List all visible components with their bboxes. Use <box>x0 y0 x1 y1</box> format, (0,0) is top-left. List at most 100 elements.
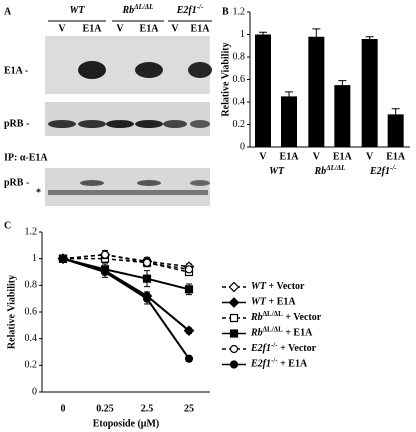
legend-label: RbΔL/ΔL + Vector <box>250 310 322 324</box>
text-part: + E1A <box>283 328 313 339</box>
text-part: WT <box>70 5 86 16</box>
band <box>48 190 208 195</box>
lane-label: V <box>116 23 124 34</box>
marker <box>184 354 194 363</box>
band <box>135 62 163 78</box>
band <box>190 180 210 186</box>
series-line <box>62 257 190 291</box>
text-part: E2f1 <box>176 5 197 16</box>
lane-label: E1A <box>191 23 211 34</box>
text-part: WT <box>251 297 267 308</box>
y-tick-label: 0.6 <box>233 74 246 85</box>
group-label: E2f1-/- <box>369 164 397 178</box>
text-part: ΔL/ΔL <box>263 310 283 318</box>
band <box>106 120 134 128</box>
row-label: E1A - <box>4 65 28 76</box>
panel-label: B <box>222 6 229 17</box>
marker <box>100 250 110 259</box>
series-line <box>62 257 190 332</box>
text-part: Rb <box>250 328 263 339</box>
group-label: WT <box>70 5 86 16</box>
group-label: E2f1-/- <box>176 3 204 17</box>
legend-label: WT + E1A <box>251 297 296 308</box>
legend-label: E2f1-/- + Vector <box>250 341 317 355</box>
x-tick-label: E1A <box>333 151 353 162</box>
panel-label: A <box>4 6 12 17</box>
blot-prb <box>45 102 210 136</box>
y-tick-label: 1 <box>240 29 245 40</box>
blot-e1a <box>45 36 210 94</box>
text-part: + E1A <box>266 297 296 308</box>
y-tick-label: 0 <box>32 386 37 397</box>
series-line <box>62 257 190 360</box>
blots <box>45 36 212 206</box>
series-line <box>63 257 190 273</box>
error-bar <box>365 36 374 42</box>
error-bar <box>338 80 347 91</box>
y-tick-label: 0.2 <box>25 360 38 371</box>
text-part: + Vector <box>283 312 322 323</box>
text-part: + Vector <box>266 281 305 292</box>
text-part: E2f1 <box>250 343 271 354</box>
text-part: ΔL/ΔL <box>133 3 153 11</box>
group-label: RbΔL/ΔL <box>314 164 346 178</box>
band <box>137 180 161 186</box>
text-part: -/- <box>271 341 278 349</box>
lane-label: V <box>171 23 179 34</box>
error-bar <box>391 108 400 121</box>
y-tick-label: 0.2 <box>233 119 246 130</box>
y-tick-label: 0.6 <box>25 306 38 317</box>
group-label: WT <box>269 166 285 177</box>
bar <box>361 39 378 147</box>
lane-label: E1A <box>83 23 103 34</box>
text-part: Rb <box>250 312 263 323</box>
band <box>78 120 106 128</box>
x-tick-label: E1A <box>280 151 300 162</box>
group-label: RbΔL/ΔL <box>122 3 154 17</box>
y-tick-label: 0 <box>240 141 245 152</box>
y-tick-label: 0.8 <box>233 51 246 62</box>
bar <box>387 114 404 147</box>
band <box>78 61 106 79</box>
marker <box>184 265 194 274</box>
y-tick-label: 0.8 <box>25 280 38 291</box>
y-axis-label: Relative Viability <box>6 275 17 349</box>
x-tick-label: 2.5 <box>141 403 154 414</box>
text-part: WT <box>251 281 267 292</box>
row-label: pRB - <box>4 177 29 188</box>
lane-label: E1A <box>140 23 160 34</box>
marker <box>142 274 152 283</box>
band <box>163 120 187 128</box>
text-part: WT <box>269 166 285 177</box>
text-part: + E1A <box>278 359 308 370</box>
bar <box>281 96 297 147</box>
row-label: pRB - <box>4 118 29 129</box>
band <box>80 180 104 186</box>
error-bar <box>259 31 267 38</box>
ip-label: IP: α-E1A <box>4 152 48 163</box>
text-part: -/- <box>197 3 204 11</box>
y-tick-label: 1 <box>32 253 37 264</box>
legend-marker <box>228 281 240 293</box>
legend-marker <box>229 360 239 369</box>
text-part: ΔL/ΔL <box>325 164 345 172</box>
band <box>190 120 210 128</box>
legend-marker <box>229 313 239 323</box>
text-part: Rb <box>122 5 135 16</box>
y-axis-label: Relative Viability <box>220 42 231 116</box>
x-tick-label: E1A <box>386 151 406 162</box>
x-tick-label: V <box>366 151 374 162</box>
panel-label: C <box>4 220 11 231</box>
y-tick-label: 0.4 <box>233 96 246 107</box>
lane-label: V <box>58 23 66 34</box>
marker <box>58 254 68 263</box>
band <box>188 62 212 78</box>
text-part: ΔL/ΔL <box>263 325 283 333</box>
marker <box>100 267 110 277</box>
legend-marker <box>228 297 240 308</box>
x-tick-label: 0.25 <box>96 403 114 414</box>
bar <box>308 36 325 147</box>
blot-ip <box>45 168 210 206</box>
bar <box>255 34 271 147</box>
y-tick-label: 0.4 <box>25 333 38 344</box>
